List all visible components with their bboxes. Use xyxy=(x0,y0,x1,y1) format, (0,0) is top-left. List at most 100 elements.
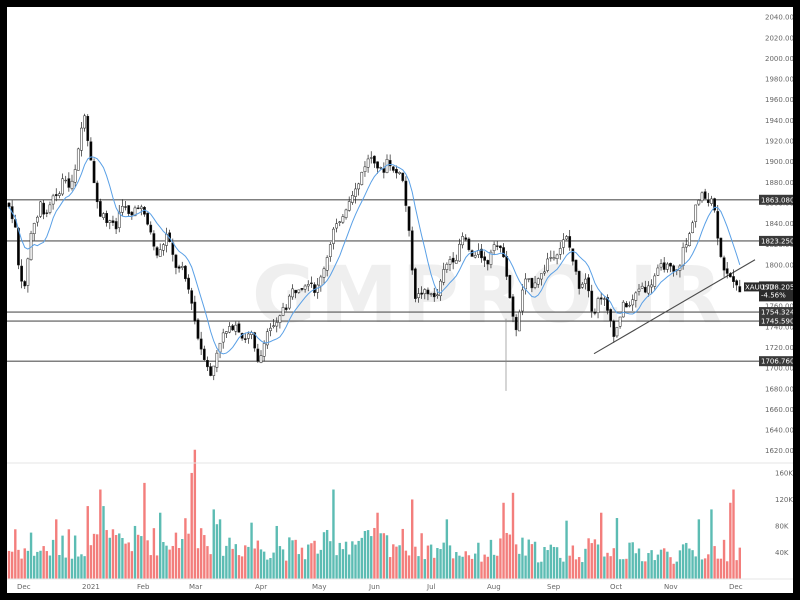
volume-bar xyxy=(92,533,96,579)
volume-bar xyxy=(691,550,694,579)
candle-body xyxy=(549,257,553,259)
volume-bar xyxy=(73,535,77,579)
candle-body xyxy=(716,211,720,239)
volume-bar xyxy=(562,561,565,579)
candle-body xyxy=(124,206,127,208)
candlestick-chart[interactable]: GMPRO.IR 2040.000 2020.000 2000.000 1980.00… xyxy=(7,7,793,593)
volume-bar xyxy=(722,539,726,579)
volume-bar xyxy=(193,449,197,579)
volume-bar xyxy=(341,549,345,579)
volume-bar xyxy=(451,558,455,579)
volume-bar xyxy=(713,546,716,579)
volume-bar xyxy=(199,528,203,579)
volume-bar xyxy=(426,545,430,579)
candle-body xyxy=(634,292,638,301)
level-label: 1754.324 xyxy=(761,309,793,317)
volume-bar xyxy=(351,541,354,579)
y-tick-label: 2040.000 xyxy=(765,14,793,22)
candle-body xyxy=(363,166,367,173)
candle-body xyxy=(738,286,742,293)
volume-bar xyxy=(439,549,442,579)
volume-bar xyxy=(67,529,71,579)
y-tick-label: 2020.000 xyxy=(765,34,793,42)
x-tick-label: Apr xyxy=(255,583,267,591)
volume-bar xyxy=(600,512,603,579)
volume-bar xyxy=(577,557,581,579)
candle-body xyxy=(407,206,411,231)
trendline xyxy=(593,259,756,355)
volume-bar xyxy=(259,549,263,579)
candle-body xyxy=(540,273,543,280)
volume-bar xyxy=(278,546,282,579)
volume-bar xyxy=(70,558,74,579)
candle-body xyxy=(54,194,58,197)
candle-body xyxy=(335,223,338,229)
candle-body xyxy=(149,224,153,233)
volume-bar xyxy=(379,533,382,579)
volume-bar xyxy=(184,518,187,579)
candle-body xyxy=(637,288,641,292)
volume-bar xyxy=(505,532,508,579)
volume-bar xyxy=(404,550,408,579)
y-tick-label: 1740.000 xyxy=(765,323,793,331)
volume-bar xyxy=(86,506,89,579)
candle-body xyxy=(300,288,304,290)
volume-bar xyxy=(187,533,190,579)
volume-bar xyxy=(480,561,483,579)
volume-bar xyxy=(146,540,149,579)
candle-body xyxy=(272,325,275,327)
candle-body xyxy=(297,289,301,293)
candle-body xyxy=(209,366,212,376)
candle-body xyxy=(99,201,102,217)
candle-body xyxy=(596,298,600,313)
candle-body xyxy=(653,275,657,287)
volume-bar xyxy=(338,542,341,579)
candle-body xyxy=(536,278,540,285)
volume-bar xyxy=(552,546,556,579)
x-tick-label: 2021 xyxy=(82,583,100,591)
y-tick-label: 1620.000 xyxy=(765,447,793,455)
volume-bar xyxy=(388,557,392,579)
volume-bar xyxy=(555,547,559,579)
volume-bar xyxy=(496,555,499,579)
candle-body xyxy=(281,307,285,316)
volume-bar xyxy=(17,549,20,579)
candle-body xyxy=(401,172,405,181)
candle-body xyxy=(546,258,549,271)
candle-body xyxy=(467,238,471,251)
candle-body xyxy=(429,293,433,295)
volume-bar xyxy=(546,550,549,579)
candle-body xyxy=(332,228,335,244)
volume-bar xyxy=(382,533,386,579)
candle-body xyxy=(524,278,527,290)
volume-bar xyxy=(177,547,181,579)
candle-body xyxy=(121,206,124,213)
candle-body xyxy=(517,311,521,332)
volume-bar xyxy=(549,544,552,579)
candle-body xyxy=(555,254,559,259)
candle-body xyxy=(410,230,414,271)
volume-bar xyxy=(89,545,93,579)
candle-body xyxy=(398,172,401,174)
volume-bar xyxy=(285,560,288,579)
volume-bar xyxy=(36,551,39,579)
candle-body xyxy=(152,233,156,247)
volume-bar xyxy=(212,509,215,579)
candle-body xyxy=(458,243,461,262)
volume-bar xyxy=(45,551,48,579)
level-label-box xyxy=(759,235,793,246)
volume-bar xyxy=(61,535,64,579)
volume-bar xyxy=(133,525,137,579)
candle-body xyxy=(199,338,203,350)
symbol-label: XAUUSD xyxy=(745,283,775,291)
volume-bar xyxy=(181,539,184,579)
volume-bar xyxy=(527,539,530,579)
volume-bar xyxy=(108,537,111,579)
candle-body xyxy=(640,285,644,289)
candle-body xyxy=(180,266,184,268)
candle-body xyxy=(527,278,531,280)
volume-bar xyxy=(508,534,512,579)
candle-body xyxy=(603,298,606,300)
candle-body xyxy=(206,360,209,368)
candle-body xyxy=(672,265,675,272)
